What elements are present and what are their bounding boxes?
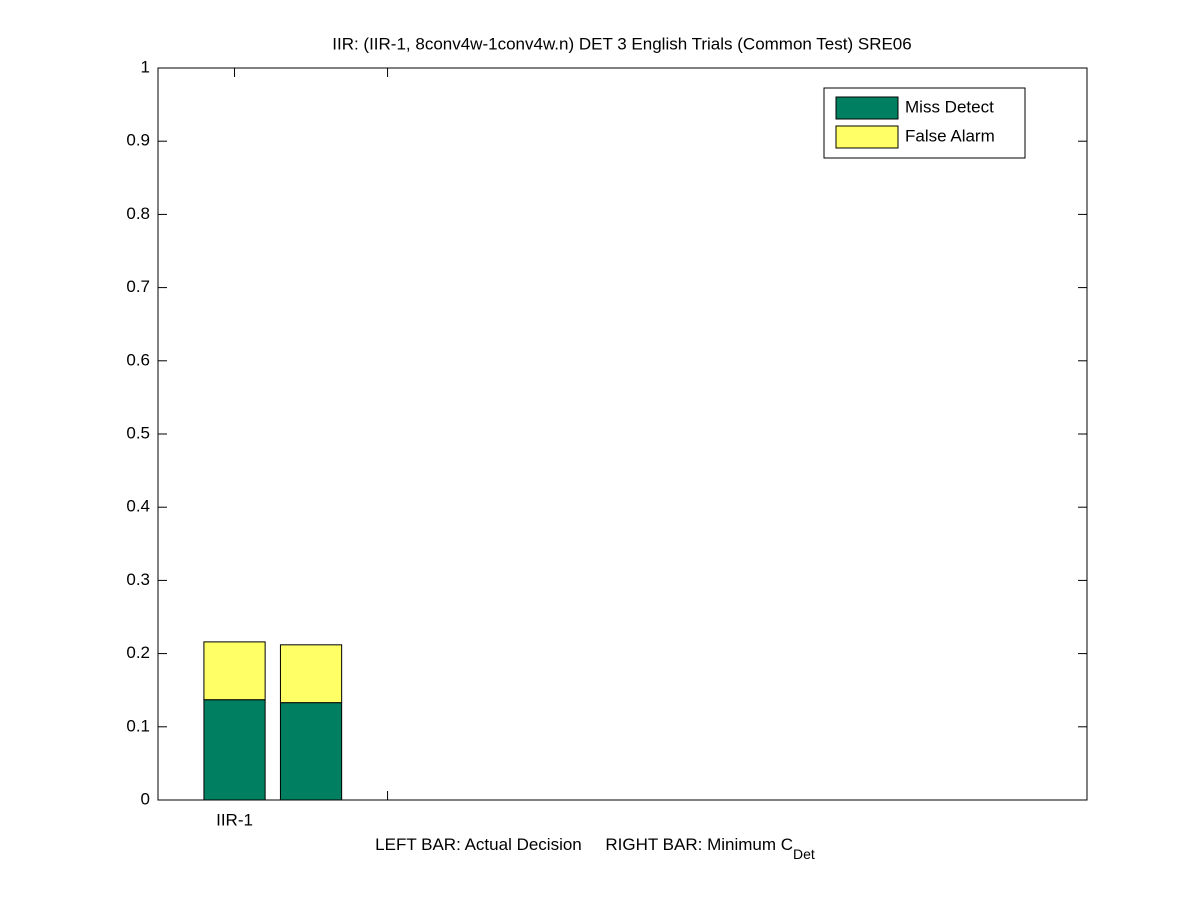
bar-segment xyxy=(203,699,266,801)
y-tick-label: 1 xyxy=(141,57,150,76)
x-axis-label-subscript: Det xyxy=(793,846,815,862)
bar-segment xyxy=(279,644,343,704)
bar-segment xyxy=(279,702,343,801)
y-tick-label: 0.6 xyxy=(126,350,150,369)
legend-label: False Alarm xyxy=(905,126,995,145)
bar-segment xyxy=(203,641,266,701)
y-tick-label: 0.1 xyxy=(126,716,150,735)
y-tick-label: 0.4 xyxy=(126,497,150,516)
legend-swatch xyxy=(835,96,899,120)
x-tick-label: IIR-1 xyxy=(216,810,253,829)
x-axis-label-main: LEFT BAR: Actual Decision RIGHT BAR: Min… xyxy=(375,835,793,854)
y-tick-label: 0.8 xyxy=(126,204,150,223)
x-axis-label: LEFT BAR: Actual Decision RIGHT BAR: Min… xyxy=(375,835,815,861)
chart-title: IIR: (IIR-1, 8conv4w-1conv4w.n) DET 3 En… xyxy=(332,34,911,53)
y-tick-label: 0.3 xyxy=(126,570,150,589)
legend-swatch xyxy=(835,125,899,149)
y-tick-label: 0.5 xyxy=(126,423,150,442)
y-tick-label: 0.9 xyxy=(126,131,150,150)
y-tick-label: 0.7 xyxy=(126,277,150,296)
legend-label: Miss Detect xyxy=(905,97,994,116)
y-tick-label: 0.2 xyxy=(126,643,150,662)
y-tick-label: 0 xyxy=(141,789,150,808)
